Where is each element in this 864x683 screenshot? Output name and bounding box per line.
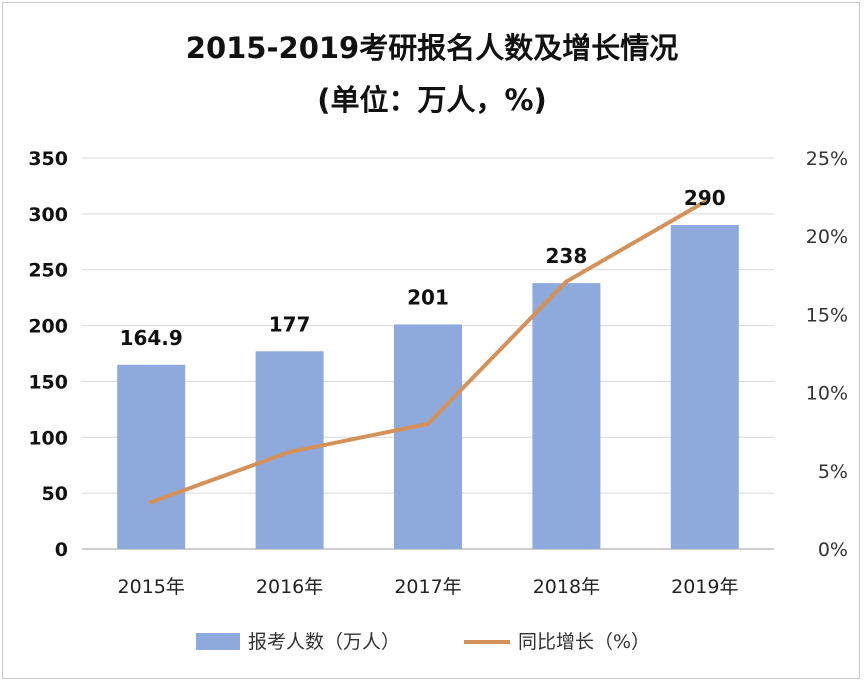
- bar-data-label: 290: [684, 186, 726, 210]
- left-axis-tick: 150: [28, 371, 68, 393]
- legend-bar-swatch: [196, 633, 240, 650]
- line-series: [149, 199, 707, 505]
- left-axis: 0 50 100 150 200 250 300 350: [28, 148, 68, 561]
- bar-series: [117, 225, 739, 549]
- x-axis-tick: 2018年: [533, 576, 600, 598]
- x-axis-tick: 2015年: [118, 576, 185, 598]
- bar-data-label: 177: [269, 312, 311, 336]
- bar: [394, 324, 462, 549]
- left-axis-tick: 50: [42, 483, 68, 505]
- line-point: [149, 500, 154, 505]
- x-axis-tick: 2016年: [256, 576, 323, 598]
- left-axis-tick: 0: [55, 539, 68, 561]
- right-axis-tick: 20%: [806, 226, 848, 248]
- left-axis-tick: 250: [28, 260, 68, 282]
- left-axis-tick: 350: [28, 148, 68, 170]
- bar: [532, 283, 601, 549]
- chart-title: 2015-2019考研报名人数及增长情况: [186, 31, 678, 65]
- right-axis-tick: 25%: [806, 148, 848, 170]
- left-axis-tick: 100: [28, 427, 68, 449]
- x-axis-tick: 2019年: [671, 576, 738, 598]
- x-axis-tick: 2017年: [394, 576, 461, 598]
- bar-data-label: 164.9: [120, 326, 183, 350]
- right-axis: 0% 5% 10% 15% 20% 25%: [806, 148, 848, 561]
- right-axis-tick: 0%: [818, 539, 848, 561]
- bar: [670, 225, 739, 549]
- line-point: [287, 450, 292, 455]
- data-labels: 164.9 177 201 238 290: [120, 186, 726, 350]
- left-axis-tick: 200: [28, 316, 68, 338]
- legend-line-label: 同比增长（%）: [518, 631, 650, 653]
- left-axis-tick: 300: [28, 204, 68, 226]
- line-point: [564, 279, 569, 284]
- bar-data-label: 238: [546, 244, 588, 268]
- line-point: [702, 199, 707, 204]
- legend: 报考人数（万人） 同比增长（%）: [196, 631, 650, 653]
- legend-bar-label: 报考人数（万人）: [248, 631, 400, 653]
- bar: [117, 364, 186, 549]
- chart-subtitle: (单位：万人，%): [317, 83, 547, 117]
- x-axis: 2015年 2016年 2017年 2018年 2019年: [118, 576, 739, 598]
- line-point: [426, 421, 430, 426]
- right-axis-tick: 5%: [818, 461, 848, 483]
- bar-data-label: 201: [407, 285, 449, 309]
- right-axis-tick: 10%: [806, 383, 848, 405]
- right-axis-tick: 15%: [806, 304, 848, 326]
